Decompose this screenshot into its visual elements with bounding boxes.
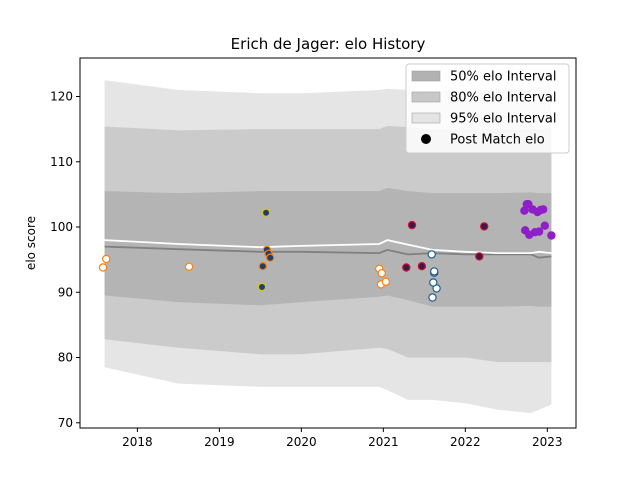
mean-elo-line (104, 245, 552, 259)
legend-swatch (411, 70, 441, 82)
x-tick-label: 2022 (450, 435, 481, 449)
x-tick-label: 2023 (532, 435, 563, 449)
post-match-point (258, 262, 267, 271)
x-tick-label: 2021 (368, 435, 399, 449)
post-match-point (261, 208, 271, 217)
y-tick-label: 100 (50, 220, 73, 234)
post-match-point (184, 262, 194, 271)
x-tick-label: 2019 (204, 435, 235, 449)
post-match-point (539, 205, 548, 214)
post-match-point (402, 263, 411, 272)
axes-frame (79, 57, 577, 429)
post-match-point (266, 253, 275, 262)
post-match-point (407, 220, 417, 230)
legend-label: Post Match elo (450, 133, 545, 148)
legend-marker (421, 134, 431, 144)
post-match-point (427, 250, 436, 259)
interval-bands (104, 80, 552, 413)
legend-label: 50% elo Interval (450, 70, 557, 85)
post-match-point (428, 293, 437, 302)
trend-lines (104, 239, 552, 259)
chart-title: Erich de Jager: elo History (231, 35, 426, 53)
post-match-point (98, 263, 108, 272)
post-match-point (475, 252, 484, 261)
x-tick-label: 2018 (122, 435, 153, 449)
post-match-point (381, 277, 390, 286)
y-axis: 70 80 90 100 110 120 (50, 90, 80, 430)
post-match-point (540, 221, 550, 230)
y-tick-label: 120 (50, 90, 73, 104)
legend-box (405, 63, 570, 154)
band-50-interval (104, 187, 552, 307)
legend-swatch (411, 112, 441, 124)
post-match-point (257, 282, 267, 292)
estimate-elo-line (104, 239, 552, 254)
y-tick-label: 80 (58, 351, 73, 365)
post-match-point (480, 222, 489, 231)
x-tick-label: 2020 (286, 435, 317, 449)
legend-label: 80% elo Interval (450, 91, 557, 106)
post-match-point (429, 278, 438, 287)
y-tick-label: 70 (58, 416, 73, 430)
post-match-point (377, 269, 386, 278)
post-match-point (534, 227, 544, 236)
post-match-point (101, 254, 111, 264)
legend-label: 95% elo Interval (450, 112, 557, 127)
post-match-point (417, 262, 427, 271)
y-tick-label: 90 (58, 285, 73, 299)
y-axis-label: elo score (24, 216, 38, 270)
post-match-point (430, 267, 439, 276)
post-match-points (98, 199, 556, 302)
legend: 50% elo Interval 80% elo Interval 95% elo … (405, 63, 570, 154)
post-match-point (547, 231, 556, 240)
y-tick-label: 110 (50, 155, 73, 169)
x-axis: 2018 2019 2020 2021 2022 2023 (122, 428, 563, 449)
legend-swatch (411, 91, 441, 103)
post-match-point (524, 199, 533, 209)
